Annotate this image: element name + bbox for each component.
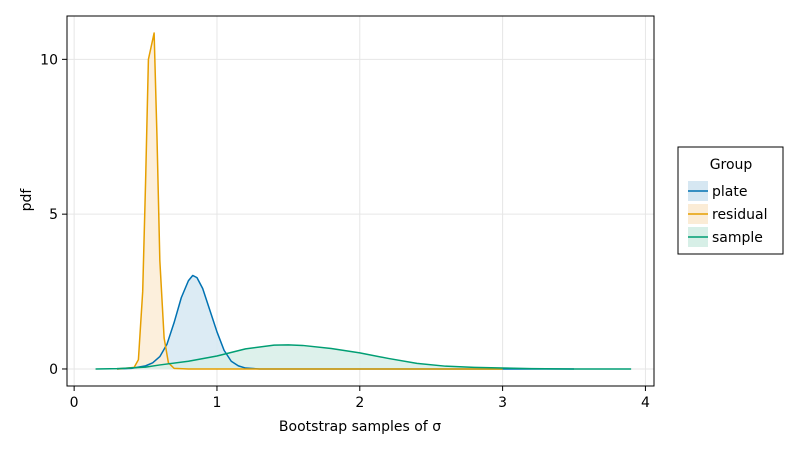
x-tick-label: 0 [70, 395, 79, 411]
x-axis-ticks: 0 1 2 3 4 [70, 386, 650, 411]
legend-label-residual: residual [712, 207, 767, 223]
legend: Group plate residual sample [677, 146, 784, 255]
y-tick-label: 10 [40, 52, 58, 68]
series-line-sample [95, 344, 632, 370]
series-line-residual [116, 32, 503, 370]
x-tick-label: 2 [355, 395, 364, 411]
series-group [95, 32, 632, 370]
legend-label-plate: plate [712, 184, 747, 200]
x-tick-label: 4 [641, 395, 650, 411]
legend-label-sample: sample [712, 230, 763, 246]
legend-item-sample: sample [688, 227, 763, 247]
series-line-plate [116, 274, 575, 370]
x-axis-label: Bootstrap samples of σ [279, 419, 441, 435]
plot-frame [66, 15, 655, 387]
x-tick-label: 3 [498, 395, 507, 411]
legend-item-residual: residual [688, 204, 767, 224]
y-axis-label: pdf [19, 188, 35, 212]
plot-area [95, 32, 632, 370]
series-area-residual [116, 33, 503, 369]
y-tick-label: 5 [49, 207, 58, 223]
legend-title: Group [710, 157, 753, 173]
x-tick-label: 1 [213, 395, 222, 411]
series-area-sample [95, 344, 632, 369]
legend-items: plate residual sample [688, 181, 767, 247]
legend-item-plate: plate [688, 181, 747, 201]
y-axis-ticks: 0 5 10 [40, 52, 67, 378]
y-tick-label: 0 [49, 362, 58, 378]
